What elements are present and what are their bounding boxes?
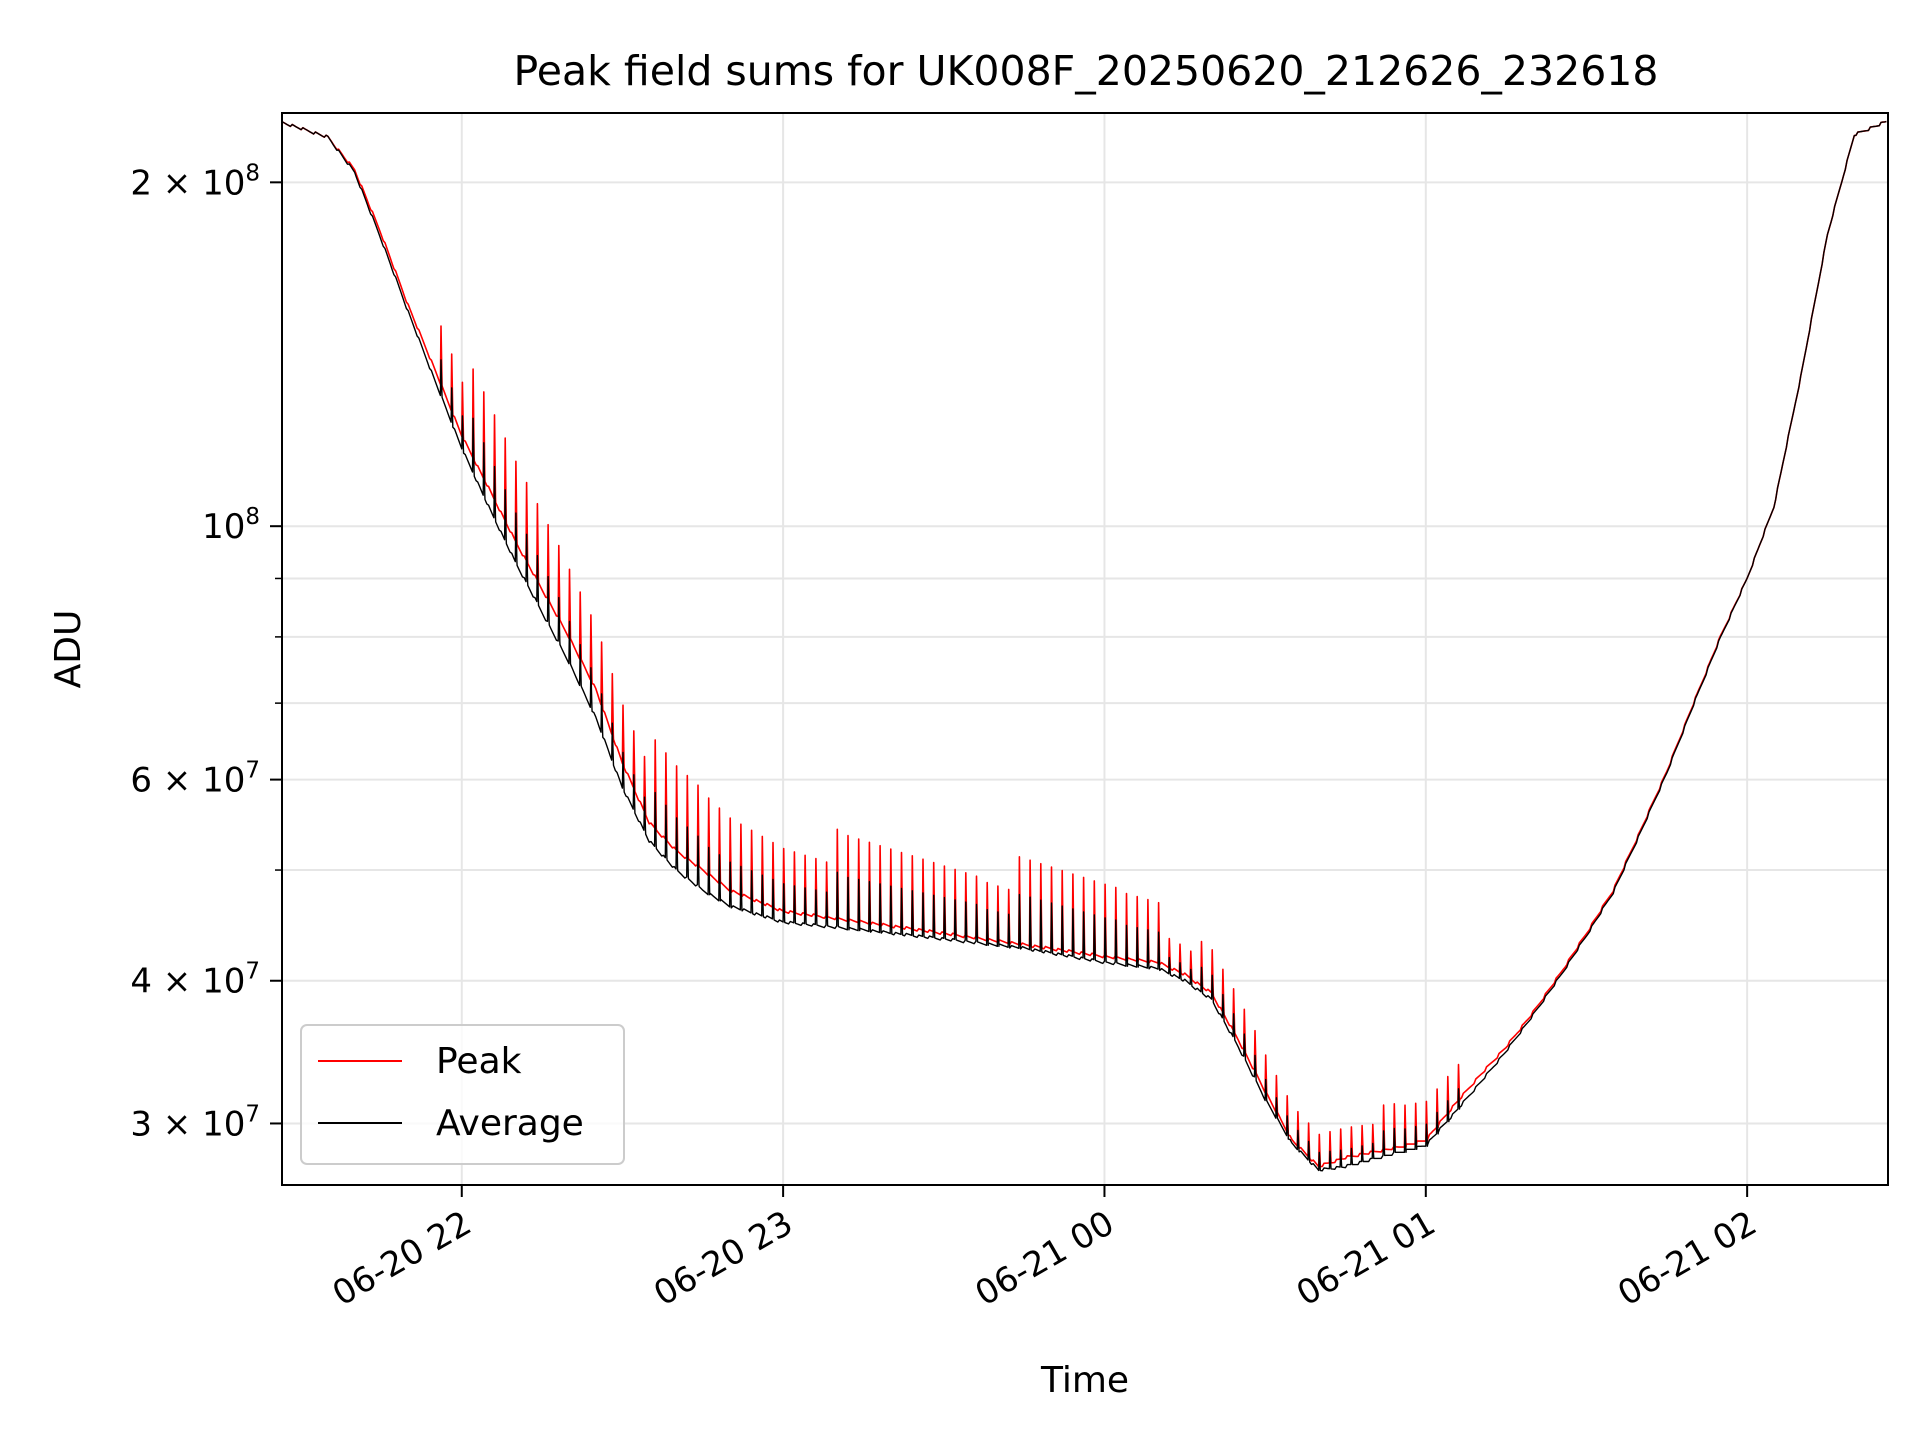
y-axis-ticks: 3 × 107 4 × 107 6 × 107 108 2 × 108 — [130, 160, 282, 1144]
y-tick-exponent: 8 — [245, 504, 260, 530]
plot-frame — [281, 112, 1889, 1186]
legend-average-label: Average — [436, 1103, 584, 1144]
y-tick-label: 6 × 107 — [130, 758, 260, 801]
y-tick-exponent: 7 — [245, 758, 260, 784]
series-layer — [282, 120, 1887, 1172]
y-tick-mantissa: 3 — [130, 1104, 152, 1144]
y-tick-mantissa: 6 — [130, 761, 152, 801]
y-tick-mantissa: 4 — [130, 962, 152, 1002]
y-axis-label: ADU — [48, 610, 89, 689]
x-axis-label: Time — [1040, 1360, 1129, 1401]
y-tick-label: 108 — [202, 504, 260, 547]
average-series-line — [282, 120, 1887, 1172]
y-tick-mantissa: 2 — [130, 163, 152, 203]
y-tick-label: 4 × 107 — [130, 959, 260, 1002]
legend-box — [300, 1024, 625, 1165]
legend-peak-label: Peak — [436, 1041, 522, 1082]
chart-title: Peak field sums for UK008F_20250620_2126… — [514, 47, 1659, 95]
y-tick-exponent: 7 — [245, 959, 260, 985]
y-tick-exponent: 7 — [245, 1101, 260, 1127]
y-tick-exponent: 8 — [245, 160, 260, 186]
legend: Peak Average — [300, 1024, 625, 1165]
y-tick-label: 2 × 108 — [130, 160, 260, 203]
y-tick-label: 3 × 107 — [130, 1101, 260, 1144]
